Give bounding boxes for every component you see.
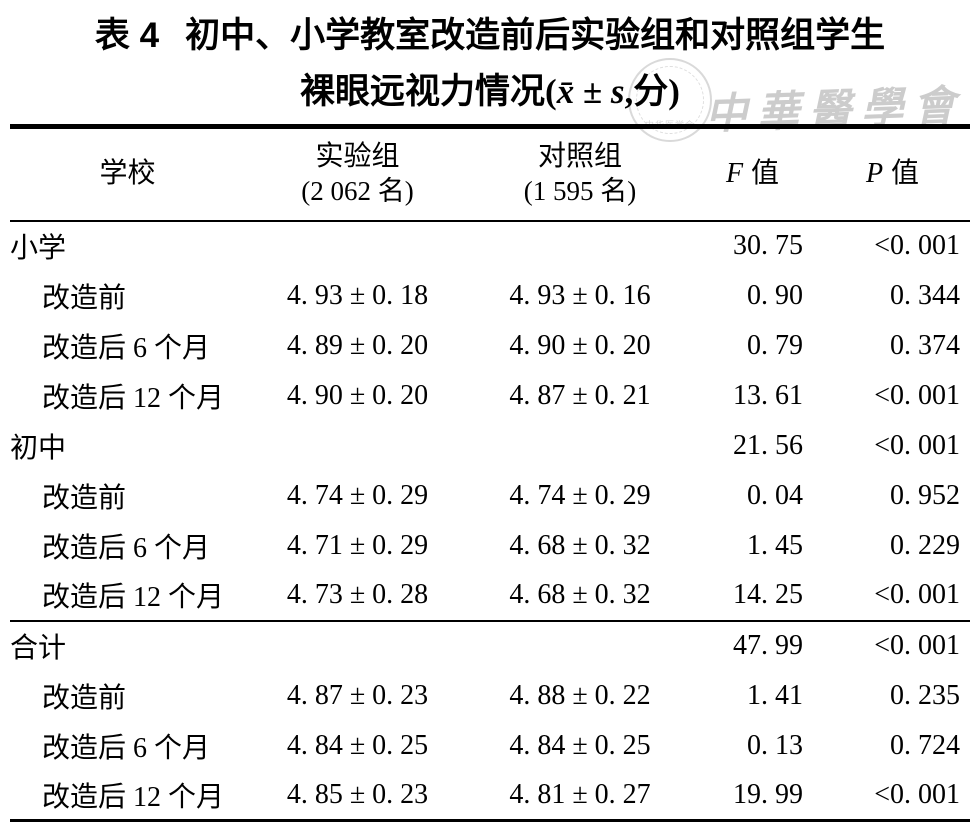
table-row: 改造前 4. 93 ± 0. 18 4. 93 ± 0. 16 0. 90 0.… bbox=[10, 271, 970, 321]
row-label: 改造前 bbox=[42, 482, 127, 514]
experimental-value: 4. 89 ± 0. 20 bbox=[286, 329, 429, 361]
table-row: 改造后 12 个月 4. 90 ± 0. 20 4. 87 ± 0. 21 13… bbox=[10, 371, 970, 421]
experimental-value: 4. 87 ± 0. 23 bbox=[286, 679, 429, 711]
f-symbol: F bbox=[725, 158, 744, 190]
table-row: 改造后 12 个月 4. 85 ± 0. 23 4. 81 ± 0. 27 19… bbox=[10, 770, 970, 822]
control-value bbox=[470, 621, 690, 671]
control-value: 4. 68 ± 0. 32 bbox=[509, 529, 651, 561]
table-number-tag: 表 4 bbox=[94, 16, 160, 55]
row-label: 改造前 bbox=[42, 682, 127, 714]
row-label: 改造后 6 个月 bbox=[42, 532, 211, 564]
control-value: 4. 88 ± 0. 22 bbox=[509, 679, 651, 711]
f-value: 13. 61 bbox=[733, 379, 803, 411]
f-value: 14. 25 bbox=[690, 570, 815, 622]
experimental-value: 4. 84 ± 0. 25 bbox=[286, 729, 429, 761]
row-label: 合计 bbox=[10, 633, 67, 664]
control-value bbox=[470, 421, 690, 471]
table-row: 改造后 6 个月 4. 84 ± 0. 25 4. 84 ± 0. 25 0. … bbox=[10, 721, 970, 771]
experimental-value: 4. 74 ± 0. 29 bbox=[286, 479, 429, 511]
table-row: 改造后 12 个月 4. 73 ± 0. 28 4. 68 ± 0. 32 14… bbox=[10, 570, 970, 622]
control-value bbox=[470, 221, 690, 271]
table-title-line1: 表 4 初中、小学教室改造前后实验组和对照组学生 bbox=[0, 8, 980, 64]
f-value: 1. 45 bbox=[747, 529, 803, 561]
row-label: 改造后 12 个月 bbox=[10, 570, 245, 622]
p-value: 0. 229 bbox=[890, 529, 960, 561]
control-value: 4. 93 ± 0. 16 bbox=[509, 279, 651, 311]
title-line2-prefix: 裸眼远视力情况( bbox=[300, 72, 557, 111]
col-header-experimental: 实验组 (2 062 名) bbox=[245, 124, 470, 222]
col-header-school: 学校 bbox=[10, 124, 245, 222]
row-label: 改造后 6 个月 bbox=[42, 332, 211, 364]
experimental-value: 4. 73 ± 0. 28 bbox=[245, 570, 470, 622]
f-value: 0. 90 bbox=[747, 279, 803, 311]
table-title: 表 4 初中、小学教室改造前后实验组和对照组学生 裸眼远视力情况(x̄ ± s,分… bbox=[0, 0, 980, 120]
f-value: 0. 79 bbox=[747, 329, 803, 361]
f-value: 1. 41 bbox=[747, 679, 803, 711]
table-row-junior-high: 初中 21. 56 <0. 001 bbox=[10, 421, 970, 471]
row-label: 小学 bbox=[10, 233, 67, 264]
p-value: 0. 724 bbox=[890, 729, 960, 761]
control-value: 4. 68 ± 0. 32 bbox=[470, 570, 690, 622]
control-value: 4. 84 ± 0. 25 bbox=[509, 729, 651, 761]
experimental-group-count: (2 062 名) bbox=[301, 176, 414, 207]
experimental-value: 4. 90 ± 0. 20 bbox=[286, 379, 429, 411]
control-value: 4. 74 ± 0. 29 bbox=[509, 479, 651, 511]
row-label: 改造后 6 个月 bbox=[42, 732, 211, 764]
row-label: 初中 bbox=[10, 432, 67, 464]
stat-notation: x̄ ± s bbox=[556, 72, 625, 111]
p-symbol: P bbox=[865, 158, 884, 190]
experimental-value: 4. 85 ± 0. 23 bbox=[245, 770, 470, 822]
p-value: 0. 952 bbox=[890, 479, 960, 511]
table-row: 改造前 4. 74 ± 0. 29 4. 74 ± 0. 29 0. 04 0.… bbox=[10, 471, 970, 521]
p-value: <0. 001 bbox=[874, 230, 960, 261]
p-value: <0. 001 bbox=[874, 630, 960, 661]
table-row: 改造后 6 个月 4. 71 ± 0. 29 4. 68 ± 0. 32 1. … bbox=[10, 521, 970, 571]
f-value: 47. 99 bbox=[733, 630, 803, 661]
control-value: 4. 90 ± 0. 20 bbox=[509, 329, 651, 361]
experimental-group-label: 实验组 bbox=[315, 141, 400, 173]
experimental-value bbox=[245, 621, 470, 671]
table-title-line2: 裸眼远视力情况(x̄ ± s,分) bbox=[0, 64, 980, 120]
table-body: 小学 30. 75 <0. 001 改造前 4. 93 ± 0. 18 4. 9… bbox=[10, 221, 970, 822]
f-label: 值 bbox=[751, 158, 780, 190]
row-label: 改造后 12 个月 bbox=[10, 770, 245, 822]
p-value: 0. 235 bbox=[890, 679, 960, 711]
p-value: <0. 001 bbox=[815, 570, 970, 622]
table-title-text: 初中、小学教室改造前后实验组和对照组学生 bbox=[185, 16, 886, 55]
table-row-primary-school: 小学 30. 75 <0. 001 bbox=[10, 221, 970, 271]
p-value: <0. 001 bbox=[815, 770, 970, 822]
f-value: 30. 75 bbox=[733, 230, 803, 261]
p-value: 0. 344 bbox=[890, 279, 960, 311]
f-value: 0. 04 bbox=[747, 479, 803, 511]
p-label: 值 bbox=[891, 158, 920, 190]
p-value: 0. 374 bbox=[890, 329, 960, 361]
control-value: 4. 87 ± 0. 21 bbox=[509, 379, 651, 411]
row-label: 改造前 bbox=[42, 282, 127, 314]
table-row-total: 合计 47. 99 <0. 001 bbox=[10, 621, 970, 671]
experimental-value bbox=[245, 221, 470, 271]
title-line2-suffix: ,分) bbox=[624, 72, 680, 111]
experimental-value: 4. 71 ± 0. 29 bbox=[286, 529, 429, 561]
experimental-value bbox=[245, 421, 470, 471]
f-value: 0. 13 bbox=[747, 729, 803, 761]
control-group-label: 对照组 bbox=[537, 141, 622, 173]
control-group-count: (1 595 名) bbox=[523, 176, 637, 207]
experimental-value: 4. 93 ± 0. 18 bbox=[286, 279, 429, 311]
table-row: 改造前 4. 87 ± 0. 23 4. 88 ± 0. 22 1. 41 0.… bbox=[10, 671, 970, 721]
p-value: <0. 001 bbox=[874, 379, 960, 411]
table-row: 改造后 6 个月 4. 89 ± 0. 20 4. 90 ± 0. 20 0. … bbox=[10, 321, 970, 371]
p-value: <0. 001 bbox=[874, 429, 960, 461]
f-value: 21. 56 bbox=[733, 429, 803, 461]
control-value: 4. 81 ± 0. 27 bbox=[470, 770, 690, 822]
col-header-control: 对照组 (1 595 名) bbox=[470, 124, 690, 222]
row-label: 改造后 12 个月 bbox=[42, 382, 225, 414]
f-value: 19. 99 bbox=[690, 770, 815, 822]
